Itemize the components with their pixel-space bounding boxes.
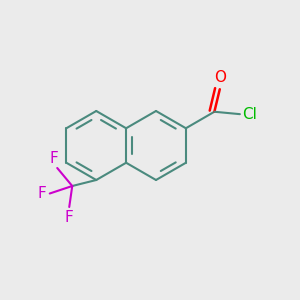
Text: F: F: [50, 151, 58, 166]
Text: F: F: [38, 186, 46, 201]
Text: O: O: [214, 70, 226, 85]
Text: Cl: Cl: [242, 106, 257, 122]
Text: F: F: [65, 210, 74, 225]
